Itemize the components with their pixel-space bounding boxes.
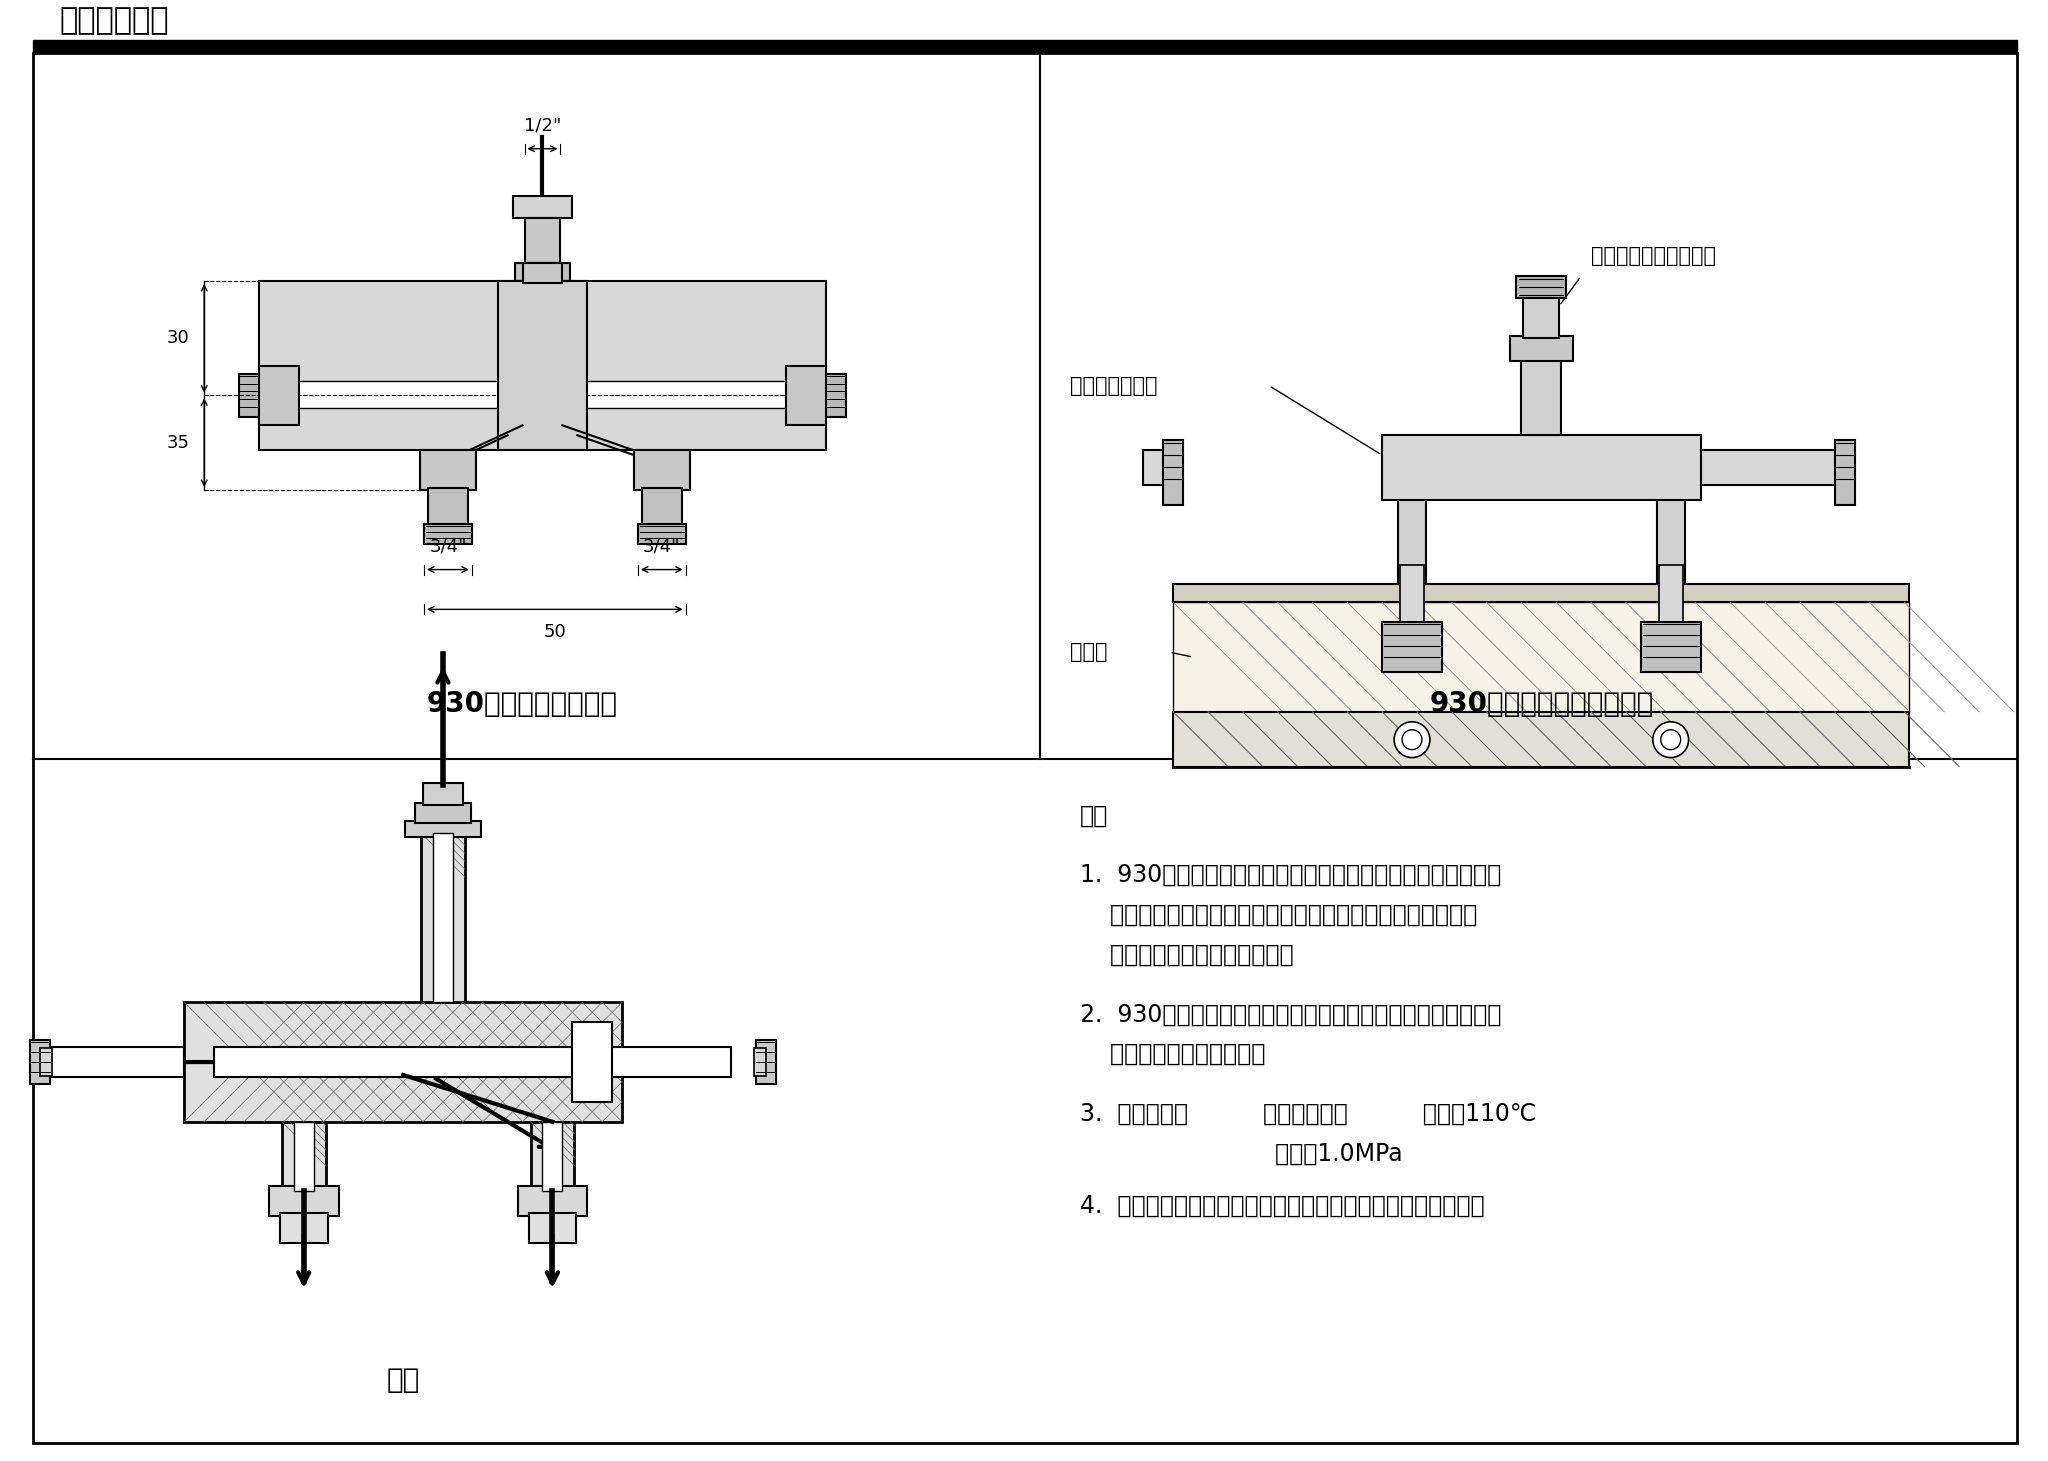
Bar — [498, 281, 588, 450]
Bar — [420, 450, 475, 489]
Text: 1.  930阀型单双管旁通阀为散热器专用阀门适用于单管系统或: 1. 930阀型单双管旁通阀为散热器专用阀门适用于单管系统或 — [1079, 863, 1501, 887]
Text: 外螺纹接散热器: 外螺纹接散热器 — [1069, 375, 1157, 396]
Circle shape — [1395, 722, 1430, 758]
Bar — [1524, 297, 1559, 337]
Bar — [1382, 435, 1700, 500]
Bar — [1835, 440, 1855, 506]
Bar — [240, 374, 264, 418]
Bar — [592, 1048, 731, 1077]
Circle shape — [1653, 722, 1690, 758]
Bar — [754, 1048, 766, 1075]
Text: 相关技术资料: 相关技术资料 — [59, 6, 170, 35]
Bar — [1659, 564, 1683, 640]
Bar — [428, 488, 467, 527]
Bar — [258, 281, 825, 450]
Bar — [281, 1213, 328, 1243]
Bar — [1399, 495, 1425, 584]
Bar — [522, 263, 563, 283]
Text: 了旁通流量，阻力更小。: 了旁通流量，阻力更小。 — [1079, 1042, 1266, 1067]
Bar — [1509, 336, 1573, 361]
Text: 35: 35 — [166, 434, 188, 451]
Bar — [424, 524, 471, 543]
Bar — [274, 380, 811, 409]
Bar — [31, 1040, 49, 1084]
Bar — [33, 41, 2017, 53]
Bar — [571, 1023, 612, 1102]
Bar — [215, 1048, 592, 1077]
Text: 30: 30 — [166, 329, 188, 348]
Bar — [1174, 712, 1909, 767]
Text: 3.  技术指标：          材质：铜镍镀          耐温：110℃: 3. 技术指标： 材质：铜镍镀 耐温：110℃ — [1079, 1102, 1536, 1126]
Bar — [543, 1122, 563, 1191]
Text: 耐压：1.0MPa: 耐压：1.0MPa — [1079, 1141, 1403, 1166]
Bar — [41, 1048, 51, 1075]
Bar — [528, 1213, 575, 1243]
Text: 2.  930阀型单双管旁通阀有预调节功能。专为中国设计，加大: 2. 930阀型单双管旁通阀有预调节功能。专为中国设计，加大 — [1079, 1002, 1501, 1026]
Text: 1/2": 1/2" — [524, 117, 561, 134]
Text: 填充层: 填充层 — [1069, 643, 1108, 662]
Bar — [530, 1122, 573, 1191]
Bar — [406, 821, 481, 837]
Text: 930阀型单双管旁通阀安装: 930阀型单双管旁通阀安装 — [1430, 690, 1653, 717]
Bar — [283, 1122, 326, 1191]
Text: 内螺纹接散热器供水管: 内螺纹接散热器供水管 — [1591, 245, 1716, 266]
Bar — [424, 783, 463, 805]
Bar — [258, 365, 299, 425]
Text: 930阀型单双管旁通阀: 930阀型单双管旁通阀 — [428, 690, 618, 717]
Text: 材接头，与散热器连接美观。: 材接头，与散热器连接美观。 — [1079, 942, 1294, 967]
Bar — [821, 374, 846, 418]
Bar — [756, 1040, 776, 1084]
Bar — [635, 450, 690, 489]
Bar — [639, 524, 686, 543]
Bar — [524, 218, 561, 263]
Bar — [1382, 622, 1442, 672]
Text: 3/4": 3/4" — [430, 538, 467, 555]
Text: 3/4": 3/4" — [643, 538, 680, 555]
Bar — [786, 365, 825, 425]
Bar — [1700, 450, 1839, 485]
Text: 4.  本页根据金房暖通节能技术有限公司提供的技术资料编制。: 4. 本页根据金房暖通节能技术有限公司提供的技术资料编制。 — [1079, 1194, 1485, 1217]
Bar — [1163, 440, 1184, 506]
Bar — [293, 1122, 313, 1191]
Bar — [422, 833, 465, 1002]
Bar — [518, 1186, 588, 1216]
Bar — [432, 833, 453, 1002]
Text: 注：: 注： — [1079, 804, 1108, 827]
Text: 50: 50 — [543, 624, 567, 641]
Bar — [268, 1186, 338, 1216]
Text: 原理: 原理 — [387, 1366, 420, 1394]
Bar — [514, 263, 569, 281]
Bar — [1174, 602, 1909, 712]
Bar — [1522, 355, 1561, 435]
Bar — [416, 804, 471, 823]
Bar — [184, 1002, 623, 1122]
Bar — [1143, 450, 1174, 485]
Text: 双管系统中散热器侧进侧出连接。内部集成跨越管，节省管: 双管系统中散热器侧进侧出连接。内部集成跨越管，节省管 — [1079, 903, 1477, 926]
Bar — [1657, 495, 1686, 584]
Bar — [1174, 584, 1909, 602]
Bar — [1640, 622, 1700, 672]
Text: 带座内螺纹接头: 带座内螺纹接头 — [1591, 454, 1679, 475]
Bar — [512, 196, 571, 218]
Bar — [1516, 276, 1567, 298]
Bar — [1401, 564, 1423, 640]
Bar — [641, 488, 682, 527]
Bar — [45, 1048, 184, 1077]
